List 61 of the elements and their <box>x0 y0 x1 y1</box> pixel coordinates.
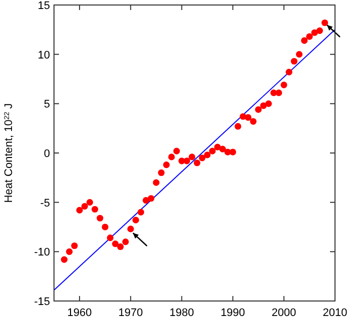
point <box>188 154 196 160</box>
point <box>112 240 119 248</box>
point <box>234 123 242 130</box>
point <box>81 202 88 210</box>
point <box>92 206 98 213</box>
point <box>321 19 328 26</box>
point <box>306 33 313 40</box>
point <box>316 27 323 34</box>
point <box>209 148 216 154</box>
point <box>86 199 94 206</box>
x-tick-label: 1980 <box>169 307 194 319</box>
point <box>106 234 114 242</box>
point <box>173 148 180 154</box>
point <box>152 179 160 186</box>
point <box>66 248 73 255</box>
y-tick-label: 10 <box>38 49 50 62</box>
point <box>260 102 267 109</box>
point <box>138 208 144 216</box>
y-tick-label: 0 <box>44 148 50 160</box>
y-tick-label: 5 <box>44 98 50 111</box>
point <box>122 238 129 246</box>
point <box>244 114 252 121</box>
point <box>198 154 206 162</box>
point <box>230 148 236 156</box>
point <box>250 118 257 125</box>
point <box>296 51 303 58</box>
point <box>255 106 262 113</box>
point <box>127 226 134 232</box>
point <box>117 243 124 250</box>
x-tick-label: 2000 <box>272 307 296 319</box>
point <box>132 216 140 224</box>
y-tick-label: -5 <box>40 197 50 210</box>
point <box>142 197 150 204</box>
point <box>301 37 308 44</box>
point <box>76 206 83 214</box>
point <box>71 242 78 250</box>
point <box>184 158 190 164</box>
point <box>163 162 170 168</box>
point <box>286 68 292 76</box>
x-tick-label: 1970 <box>118 307 143 319</box>
point <box>290 58 298 65</box>
point <box>265 100 272 107</box>
x-tick-label: 1990 <box>220 307 246 319</box>
point <box>60 256 68 263</box>
point <box>194 160 200 166</box>
point <box>280 82 288 88</box>
point <box>148 195 154 202</box>
point <box>311 29 318 36</box>
point <box>204 152 211 158</box>
point <box>214 144 221 150</box>
point <box>168 154 175 160</box>
x-tick-label: 1960 <box>67 307 92 319</box>
point <box>102 224 108 230</box>
point <box>219 146 226 152</box>
y-tick-label: -15 <box>34 296 50 308</box>
y-tick-label: 15 <box>38 0 50 12</box>
point <box>158 169 165 176</box>
y-tick-label: -10 <box>34 246 50 259</box>
x-tick-label: 2010 <box>322 307 348 319</box>
point <box>96 214 104 222</box>
point <box>276 90 282 96</box>
